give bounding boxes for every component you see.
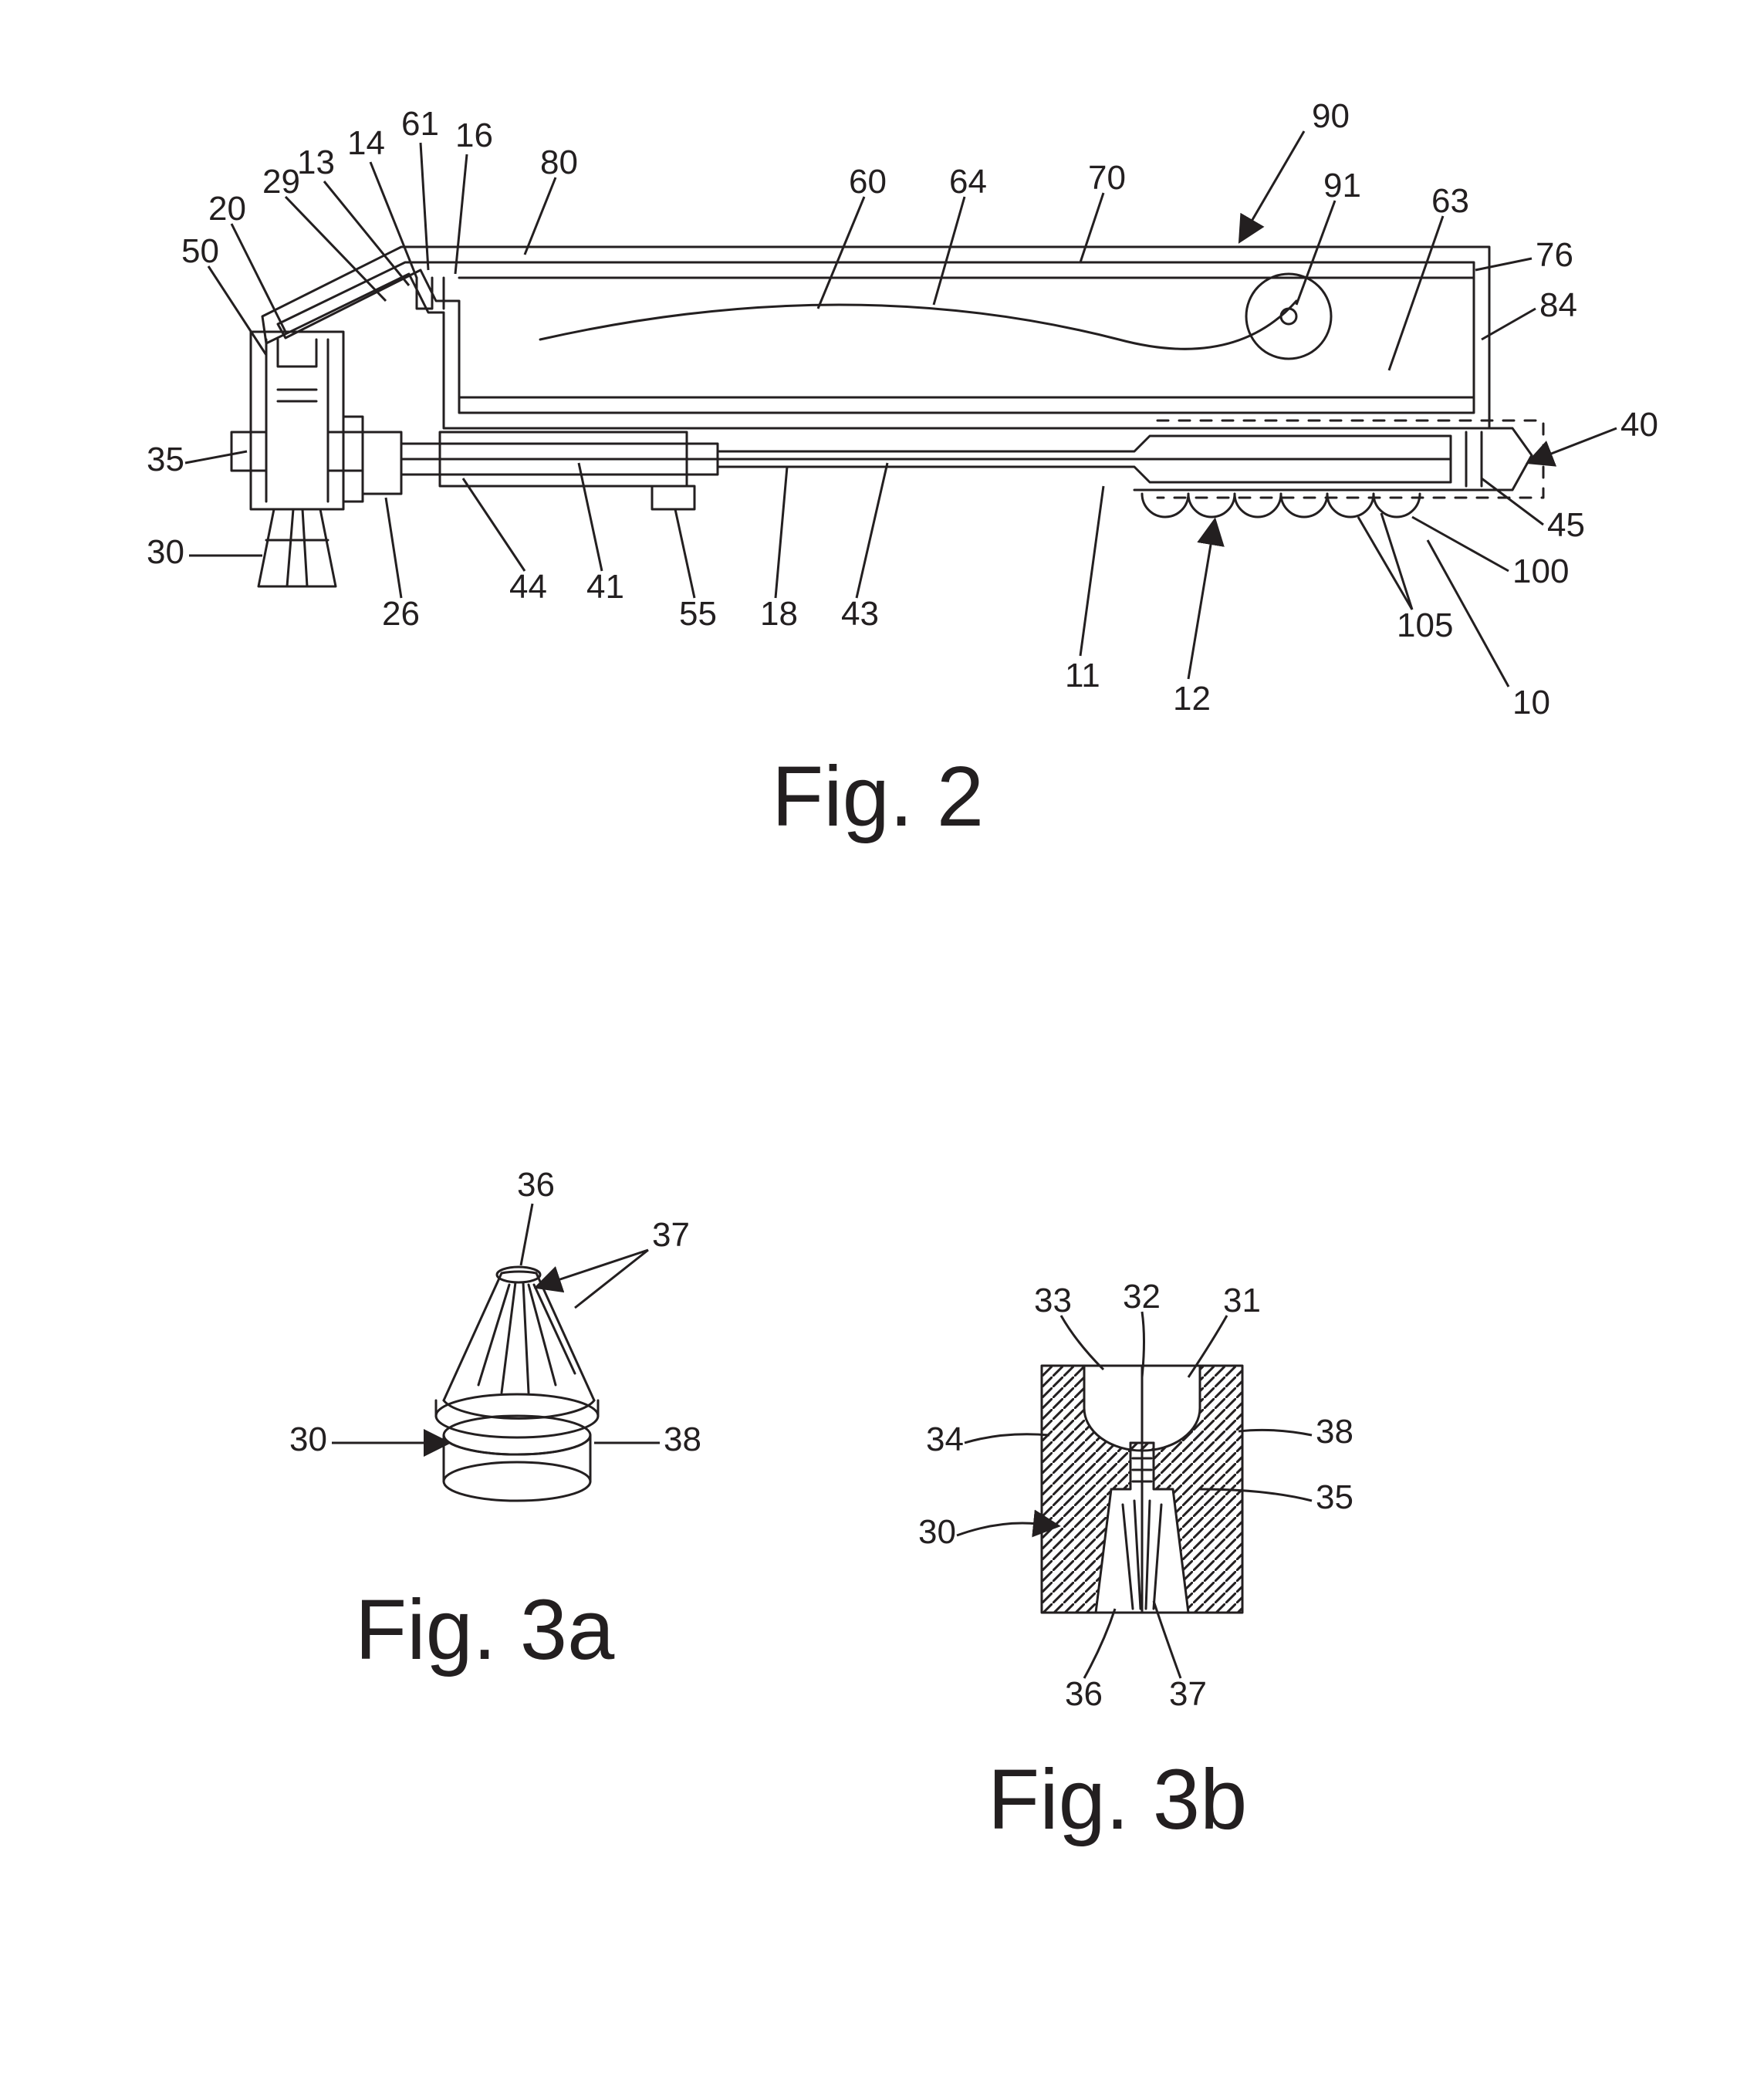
ref-43: 43 <box>841 595 879 633</box>
ref-91: 91 <box>1323 167 1361 204</box>
ref-30a: 30 <box>289 1420 327 1458</box>
ref-31b: 31 <box>1223 1282 1261 1319</box>
ref-36b: 36 <box>1065 1675 1103 1713</box>
ref-13: 13 <box>297 144 335 181</box>
ref-37b: 37 <box>1169 1675 1207 1713</box>
ref-29: 29 <box>262 163 300 201</box>
ref-10: 10 <box>1512 684 1550 721</box>
ref-20: 20 <box>208 190 246 228</box>
ref-32b: 32 <box>1123 1278 1161 1316</box>
ref-36a: 36 <box>517 1166 555 1204</box>
ref-34b: 34 <box>926 1420 964 1458</box>
ref-100: 100 <box>1512 552 1569 590</box>
ref-14: 14 <box>347 124 385 162</box>
fig2: 90 61 14 13 16 80 60 64 70 91 63 76 84 2… <box>147 97 1658 844</box>
ref-80: 80 <box>540 144 578 181</box>
fig3b-label: Fig. 3b <box>988 1752 1247 1847</box>
fig3b: 33 32 31 34 38 35 30 36 37 Fig. 3b <box>918 1278 1353 1847</box>
ref-16: 16 <box>455 117 493 154</box>
ref-30b: 30 <box>918 1513 956 1551</box>
ref-38b: 38 <box>1316 1413 1353 1451</box>
ref-45: 45 <box>1547 506 1585 544</box>
ref-63: 63 <box>1431 182 1469 220</box>
ref-37a: 37 <box>652 1216 690 1254</box>
fig2-label: Fig. 2 <box>772 749 984 844</box>
ref-84: 84 <box>1539 286 1577 324</box>
ref-26: 26 <box>382 595 420 633</box>
ref-70: 70 <box>1088 159 1126 197</box>
ref-90: 90 <box>1312 97 1350 135</box>
ref-35: 35 <box>147 441 184 478</box>
ref-30: 30 <box>147 533 184 571</box>
fig3a: 36 37 30 38 Fig. 3a <box>289 1166 701 1677</box>
ref-35b: 35 <box>1316 1478 1353 1516</box>
ref-11: 11 <box>1065 657 1100 694</box>
ref-61: 61 <box>401 105 439 143</box>
ref-60: 60 <box>849 163 887 201</box>
ref-41: 41 <box>586 568 624 606</box>
ref-64: 64 <box>949 163 987 201</box>
ref-12: 12 <box>1173 680 1211 718</box>
ref-76: 76 <box>1536 236 1573 274</box>
ref-44: 44 <box>509 568 547 606</box>
fig3a-label: Fig. 3a <box>355 1583 615 1677</box>
patent-figures: 90 61 14 13 16 80 60 64 70 91 63 76 84 2… <box>0 0 1764 2091</box>
ref-55: 55 <box>679 595 717 633</box>
ref-50: 50 <box>181 232 219 270</box>
ref-40: 40 <box>1620 406 1658 444</box>
ref-18: 18 <box>760 595 798 633</box>
ref-38a: 38 <box>664 1420 701 1458</box>
ref-105: 105 <box>1397 606 1453 644</box>
ref-33b: 33 <box>1034 1282 1072 1319</box>
